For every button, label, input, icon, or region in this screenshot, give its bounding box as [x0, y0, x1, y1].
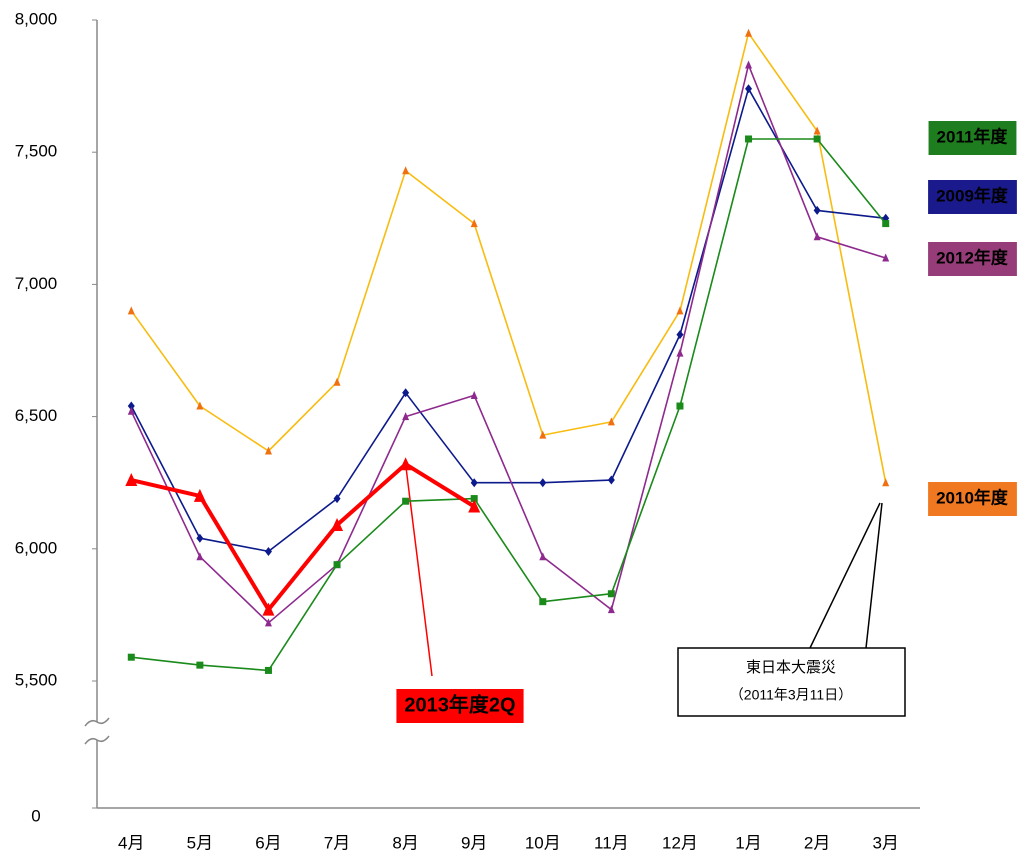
marker — [264, 446, 272, 455]
x-tick-label: 8月 — [392, 833, 418, 852]
y-tick-label: 0 — [31, 806, 40, 825]
y-tick-label: 8,000 — [15, 9, 58, 28]
marker — [125, 473, 138, 487]
marker — [745, 60, 753, 69]
marker — [813, 232, 821, 241]
marker — [470, 478, 478, 488]
marker — [676, 348, 684, 357]
series-label-box — [396, 689, 524, 723]
series-label: 2009年度 — [936, 185, 1009, 205]
x-tick-label: 4月 — [118, 833, 144, 852]
y-tick-label: 6,000 — [15, 538, 58, 557]
y-tick-label: 6,500 — [15, 406, 58, 425]
marker — [127, 306, 135, 315]
marker — [264, 618, 272, 627]
marker — [333, 561, 341, 569]
marker — [470, 219, 478, 228]
marker — [882, 253, 890, 262]
marker — [333, 494, 341, 504]
marker — [813, 205, 821, 215]
x-tick-label: 1月 — [735, 833, 761, 852]
marker — [196, 661, 204, 669]
marker — [127, 401, 135, 411]
marker — [470, 495, 478, 503]
x-tick-label: 11月 — [594, 833, 629, 852]
marker — [607, 590, 615, 598]
marker — [468, 499, 481, 513]
callout-pointer — [865, 502, 883, 649]
marker — [539, 552, 547, 561]
series-label-box — [928, 482, 1017, 516]
series-label: 2010年度 — [936, 487, 1009, 507]
marker — [127, 406, 135, 415]
marker — [402, 166, 410, 175]
marker — [196, 401, 204, 410]
marker — [539, 430, 547, 439]
y-tick-label: 7,000 — [15, 274, 58, 293]
marker — [882, 220, 890, 228]
series-label-box — [928, 242, 1017, 276]
marker — [402, 412, 410, 421]
marker — [127, 653, 135, 661]
marker — [745, 135, 753, 143]
marker — [813, 135, 821, 143]
axis-break — [84, 717, 110, 745]
marker — [196, 552, 204, 561]
axis-break-gap — [91, 722, 103, 740]
marker — [399, 457, 412, 471]
marker — [402, 497, 410, 505]
marker — [676, 402, 684, 410]
marker — [193, 488, 206, 502]
callout-box — [677, 647, 906, 717]
leader-line — [404, 464, 433, 677]
series-label: 2013年度2Q — [404, 692, 515, 716]
marker — [813, 126, 821, 135]
marker — [539, 598, 547, 606]
marker — [676, 306, 684, 315]
annotation: （2011年3月11日） — [730, 687, 852, 703]
x-tick-label: 2月 — [804, 833, 830, 852]
marker — [607, 605, 615, 614]
series-line — [131, 138, 887, 672]
marker — [264, 546, 272, 556]
marker — [607, 475, 615, 485]
marker — [745, 28, 753, 37]
marker — [196, 533, 204, 543]
marker — [745, 84, 753, 94]
marker — [264, 666, 272, 674]
x-tick-label: 3月 — [872, 833, 898, 852]
x-tick-label: 10月 — [525, 833, 561, 852]
marker — [676, 330, 684, 340]
series-line — [130, 32, 887, 483]
marker — [402, 388, 410, 398]
series-label-box — [928, 180, 1017, 214]
series-line — [130, 64, 886, 624]
marker — [882, 478, 890, 487]
x-tick-label: 5月 — [187, 833, 213, 852]
marker — [331, 518, 344, 532]
callout-pointer — [809, 502, 881, 649]
x-tick-label: 6月 — [255, 833, 281, 852]
annotation: 東日本大震災 — [746, 659, 836, 676]
marker — [539, 478, 547, 488]
series-label-box — [928, 121, 1017, 155]
series-label: 2012年度 — [936, 247, 1009, 267]
y-tick-label: 7,500 — [15, 142, 58, 161]
series-label: 2011年度 — [937, 126, 1009, 146]
series-line — [130, 87, 886, 553]
marker — [333, 377, 341, 386]
marker — [470, 390, 478, 399]
x-tick-label: 7月 — [324, 833, 350, 852]
y-tick-label: 5,500 — [15, 670, 58, 689]
marker — [607, 417, 615, 426]
marker — [262, 602, 275, 616]
x-tick-label: 12月 — [662, 833, 698, 852]
series-line — [130, 462, 476, 612]
x-tick-label: 9月 — [461, 833, 487, 852]
